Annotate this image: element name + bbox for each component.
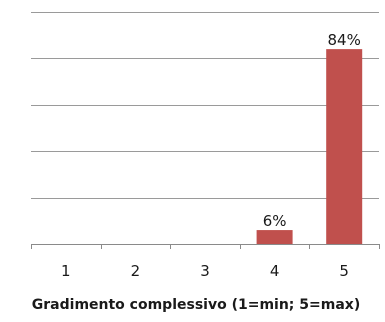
data-label-5: 84% <box>328 31 361 49</box>
x-axis-ticks <box>31 244 380 249</box>
data-label-4: 6% <box>263 212 287 230</box>
tick-label-3: 3 <box>200 262 210 280</box>
x-axis-tick-labels: 1 2 3 4 5 <box>61 262 349 280</box>
tick-label-4: 4 <box>270 262 280 280</box>
bars <box>256 49 363 245</box>
tick-label-1: 1 <box>61 262 71 280</box>
tick-label-2: 2 <box>131 262 141 280</box>
gridlines <box>31 12 379 199</box>
x-axis-title: Gradimento complessivo (1=min; 5=max) <box>32 297 360 313</box>
bar-5 <box>326 49 363 245</box>
data-labels: 6% 84% <box>263 31 361 230</box>
bar-4 <box>256 230 293 244</box>
tick-label-5: 5 <box>339 262 349 280</box>
